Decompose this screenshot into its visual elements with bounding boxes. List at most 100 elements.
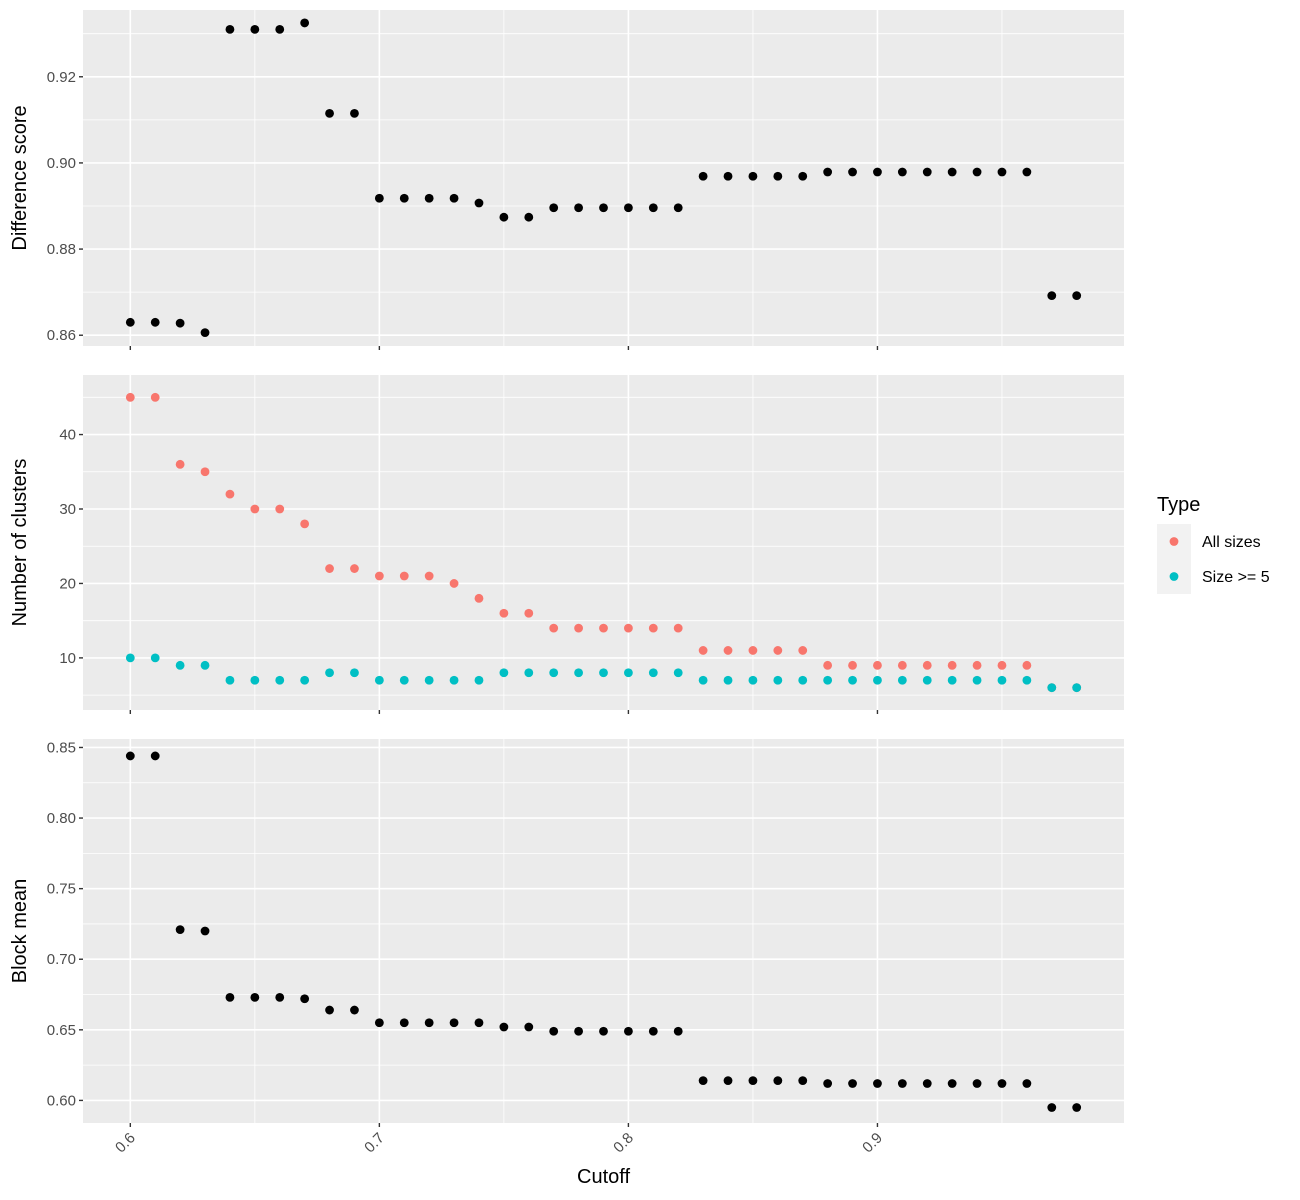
- data-point: [399, 193, 409, 203]
- data-point: [798, 171, 808, 181]
- data-point: [723, 646, 733, 655]
- y-tick-label: 0.85: [47, 739, 76, 756]
- data-point: [798, 646, 808, 655]
- data-point: [374, 1018, 384, 1028]
- data-point: [225, 992, 235, 1002]
- panel-background: [83, 10, 1124, 346]
- data-point: [300, 675, 310, 685]
- data-point: [972, 167, 982, 177]
- data-point: [1072, 683, 1082, 693]
- data-point: [499, 212, 509, 222]
- data-point: [300, 519, 310, 529]
- y-tick-label: 0.60: [47, 1092, 76, 1109]
- data-point: [673, 203, 683, 213]
- data-point: [524, 1022, 534, 1032]
- legend-label: Size >= 5: [1202, 569, 1270, 586]
- data-point: [723, 675, 733, 685]
- data-point: [175, 318, 185, 328]
- data-point: [499, 668, 509, 678]
- data-point: [798, 675, 808, 685]
- data-point: [972, 1079, 982, 1088]
- x-tick-label: 0.7: [361, 1130, 388, 1157]
- data-point: [250, 24, 260, 34]
- panel-background: [83, 739, 1124, 1123]
- data-point: [499, 608, 509, 618]
- data-point: [624, 1026, 633, 1036]
- data-point: [748, 675, 758, 685]
- data-point: [648, 1026, 658, 1036]
- data-point: [225, 24, 235, 34]
- data-point: [275, 992, 285, 1002]
- data-point: [1072, 291, 1082, 300]
- data-point: [922, 660, 932, 670]
- data-point: [424, 1018, 434, 1028]
- legend-title: Type: [1157, 494, 1200, 516]
- data-point: [798, 1076, 808, 1086]
- data-point: [997, 167, 1007, 177]
- data-point: [648, 623, 658, 633]
- panel-number-of-clusters: 10 20 30 40 Number of clusters: [9, 375, 1124, 714]
- data-point: [599, 1026, 608, 1036]
- data-point: [773, 646, 783, 655]
- data-point: [574, 203, 583, 213]
- data-point: [499, 1022, 509, 1032]
- y-tick-label: 10: [59, 650, 76, 667]
- data-point: [823, 167, 833, 177]
- data-point: [524, 212, 534, 222]
- data-point: [599, 668, 608, 678]
- x-tick-label: 0.9: [859, 1130, 886, 1157]
- data-point: [848, 675, 857, 685]
- data-point: [325, 1005, 334, 1015]
- data-point: [1047, 683, 1057, 693]
- data-point: [947, 675, 957, 685]
- legend-label: All sizes: [1202, 534, 1261, 551]
- data-point: [698, 675, 708, 685]
- data-point: [1022, 1079, 1032, 1088]
- data-point: [972, 675, 982, 685]
- data-point: [723, 171, 733, 181]
- data-point: [723, 1076, 733, 1086]
- data-point: [873, 660, 882, 670]
- data-point: [449, 1018, 459, 1028]
- data-point: [1022, 660, 1032, 670]
- y-tick-label: 0.80: [47, 810, 76, 827]
- data-point: [698, 171, 708, 181]
- data-point: [947, 167, 957, 177]
- data-point: [200, 328, 210, 338]
- data-point: [250, 504, 260, 514]
- data-point: [250, 992, 260, 1002]
- data-point: [125, 751, 135, 761]
- y-tick-label: 0.88: [47, 241, 76, 258]
- data-point: [200, 660, 210, 670]
- data-point: [225, 675, 235, 685]
- data-point: [873, 167, 882, 177]
- legend: Type All sizes Size >= 5: [1157, 494, 1270, 594]
- panel-difference-score: 0.86 0.88 0.90 0.92 Difference score: [9, 10, 1124, 350]
- series-size-5: [125, 653, 1082, 693]
- data-point: [399, 571, 409, 581]
- data-point: [823, 660, 833, 670]
- data-point: [474, 1018, 484, 1028]
- data-point: [325, 108, 334, 118]
- data-point: [997, 660, 1007, 670]
- data-point: [300, 18, 310, 28]
- data-point: [673, 1026, 683, 1036]
- data-point: [574, 668, 583, 678]
- data-point: [873, 1079, 882, 1088]
- series-difference-score: [125, 18, 1082, 338]
- data-point: [150, 751, 160, 761]
- data-point: [848, 1079, 857, 1088]
- y-tick-label: 0.92: [47, 69, 76, 86]
- y-tick-label: 0.75: [47, 881, 76, 898]
- data-point: [773, 171, 783, 181]
- data-point: [922, 675, 932, 685]
- data-point: [848, 167, 857, 177]
- data-point: [250, 675, 260, 685]
- data-point: [673, 668, 683, 678]
- legend-entry: Size >= 5: [1157, 559, 1270, 594]
- data-point: [1047, 291, 1057, 300]
- data-point: [474, 593, 484, 603]
- x-tick-label: 0.6: [112, 1130, 139, 1157]
